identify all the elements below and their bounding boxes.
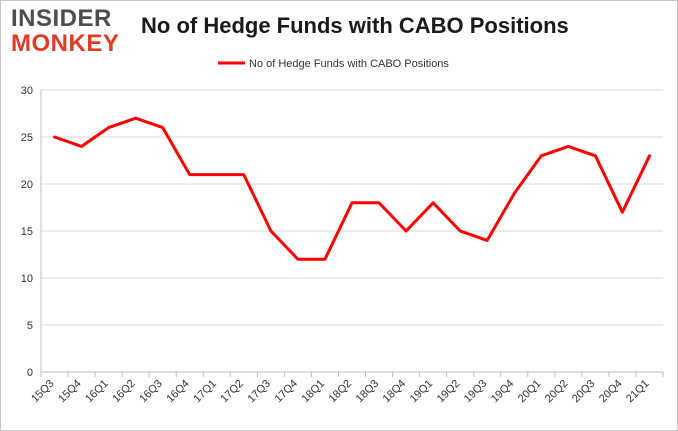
insider-monkey-logo: INSIDER MONKEY [11,5,127,57]
y-tick-label: 0 [27,367,33,379]
y-tick-label: 10 [21,273,33,285]
y-tick-label: 5 [27,320,33,332]
grid-lines [41,89,663,373]
legend: No of Hedge Funds with CABO Positions [218,58,449,70]
x-tick-label: 19Q3 [462,378,490,406]
logo-line-2: MONKEY [11,30,120,57]
y-tick-label: 20 [21,179,33,191]
x-tick-label: 19Q2 [435,378,463,406]
x-tick-label: 18Q4 [381,378,409,406]
x-tick-label: 20Q3 [570,378,598,406]
x-tick-label: 17Q2 [218,378,246,406]
y-tick-labels: 0 5 10 15 20 25 30 [21,85,33,379]
x-tick-label: 20Q1 [516,378,544,406]
x-tick-label: 17Q1 [191,378,219,406]
x-tick-label: 15Q4 [56,378,84,406]
y-tick-label: 30 [21,85,33,97]
axes [40,90,664,377]
legend-label: No of Hedge Funds with CABO Positions [249,58,449,70]
x-tick-label: 21Q1 [624,378,652,406]
x-tick-label: 16Q2 [110,378,138,406]
x-tick-label: 15Q3 [29,378,57,406]
x-tick-label: 18Q3 [354,378,382,406]
series-layer [53,116,651,261]
x-tick-label: 16Q1 [83,378,111,406]
x-tick-label: 16Q3 [137,378,165,406]
logo-line-1: INSIDER [11,5,112,32]
x-tick-label: 18Q2 [327,378,355,406]
y-tick-label: 25 [21,132,33,144]
x-tick-label: 17Q4 [273,378,301,406]
series-line [53,116,651,261]
x-tick-label: 20Q4 [597,378,625,406]
x-tick-label: 19Q1 [408,378,436,406]
x-tick-labels: 15Q3 15Q4 16Q1 16Q2 16Q3 16Q4 17Q1 17Q2 17Q3 17Q4… [29,378,651,406]
x-tick-label: 16Q4 [164,378,192,406]
y-tick-label: 15 [21,226,33,238]
chart-title: No of Hedge Funds with CABO Positions [141,13,569,38]
x-tick-label: 20Q2 [543,378,571,406]
x-tick-label: 17Q3 [245,378,273,406]
x-tick-label: 19Q4 [489,378,517,406]
x-tick-label: 18Q1 [300,378,328,406]
